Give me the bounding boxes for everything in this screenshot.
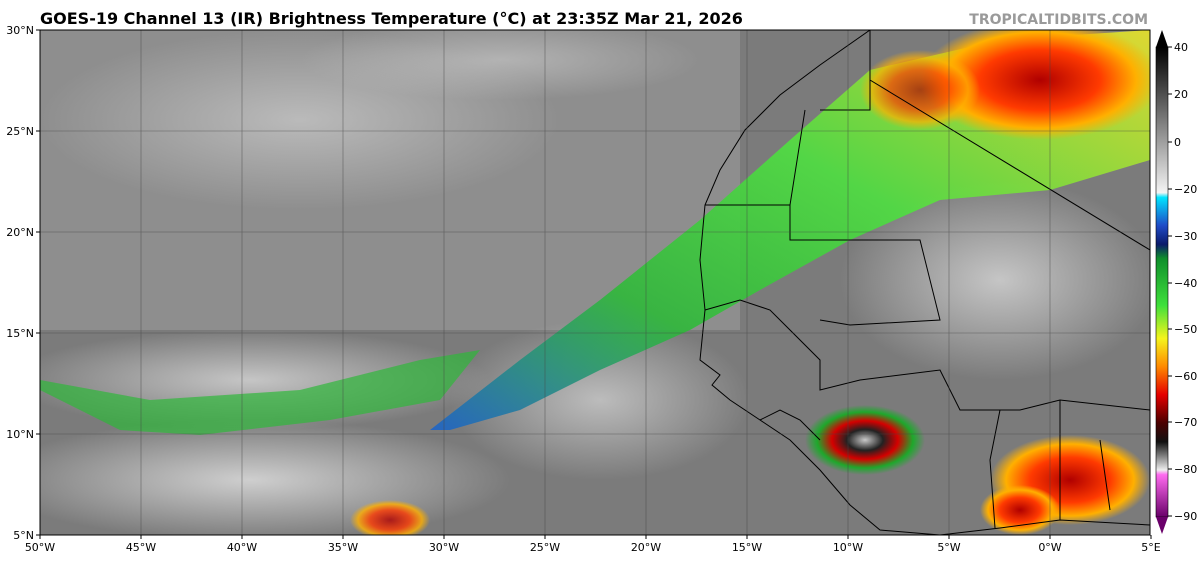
colorbar-label: −90	[1174, 510, 1197, 523]
longitude-label: 45°W	[126, 541, 156, 554]
title: GOES-19 Channel 13 (IR) Brightness Tempe…	[40, 9, 743, 28]
colorbar-label: −40	[1174, 277, 1197, 290]
latitude-label: 15°N	[6, 327, 34, 340]
longitude-label: 15°W	[732, 541, 762, 554]
longitude-label: 35°W	[328, 541, 358, 554]
colorbar-label: 0	[1174, 136, 1181, 149]
latitude-label: 5°N	[13, 529, 34, 542]
colorbar-label: −20	[1174, 183, 1197, 196]
colorbar-label: 20	[1174, 88, 1188, 101]
longitude-label: 25°W	[530, 541, 560, 554]
longitude-label: 5°E	[1141, 541, 1160, 554]
colorbar-label: −30	[1174, 230, 1197, 243]
latitude-label: 20°N	[6, 226, 34, 239]
colorbar-label: −60	[1174, 370, 1197, 383]
colorbar-label: −70	[1174, 416, 1197, 429]
latitude-label: 10°N	[6, 428, 34, 441]
latitude-label: 25°N	[6, 125, 34, 138]
source: TROPICALTIDBITS.COM	[969, 12, 1148, 28]
longitude-label: 0°W	[1038, 541, 1061, 554]
longitude-label: 10°W	[833, 541, 863, 554]
latitude-label: 30°N	[6, 24, 34, 37]
map-frame	[39, 29, 1151, 536]
longitude-label: 20°W	[631, 541, 661, 554]
longitude-label: 30°W	[429, 541, 459, 554]
colorbar-label: −80	[1174, 463, 1197, 476]
longitude-label: 5°W	[937, 541, 960, 554]
colorbar	[1155, 30, 1169, 534]
longitude-label: 40°W	[227, 541, 257, 554]
longitude-label: 50°W	[25, 541, 55, 554]
satellite-image	[40, 30, 1150, 535]
colorbar-label: −50	[1174, 323, 1197, 336]
colorbar-label: 40	[1174, 41, 1188, 54]
